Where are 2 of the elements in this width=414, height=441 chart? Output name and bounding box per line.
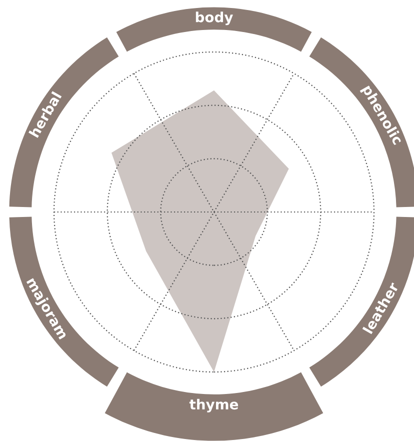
spoke-label: body (196, 12, 233, 26)
spoke-label: thyme (189, 398, 238, 412)
